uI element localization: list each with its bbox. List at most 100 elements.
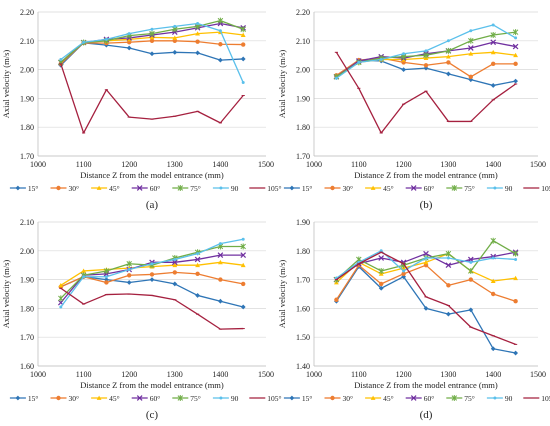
- data-point: [402, 52, 406, 56]
- y-tick-label: 2.10: [20, 218, 34, 227]
- x-axis-title: Distance Z from the model entrance (mm): [80, 170, 224, 180]
- legend-item: 15°: [283, 394, 312, 403]
- data-point: [490, 39, 497, 46]
- series-6: [59, 22, 245, 85]
- legend-marker: [410, 395, 417, 401]
- y-axis-title: Axial velocity (m/s): [277, 260, 287, 329]
- data-point: [58, 295, 64, 302]
- data-point: [149, 34, 155, 40]
- data-point: [446, 311, 451, 317]
- legend-item: 90: [486, 184, 513, 193]
- y-tick-label: 2.10: [20, 37, 34, 46]
- data-point: [491, 291, 496, 297]
- data-point: [195, 271, 200, 277]
- x-tick-label: 1100: [76, 370, 92, 379]
- legend-marker: [219, 396, 223, 400]
- data-point: [378, 267, 384, 274]
- series-7: [59, 287, 245, 330]
- data-point: [446, 54, 451, 59]
- legend-label: 105°: [267, 394, 281, 403]
- legend-label: 60°: [424, 184, 435, 193]
- data-point: [82, 40, 86, 44]
- data-point: [173, 24, 177, 28]
- legend-item: 30°: [50, 184, 79, 193]
- data-point: [490, 278, 496, 283]
- legend-label: 60°: [150, 184, 161, 193]
- data-point: [379, 58, 383, 62]
- legend-item: 90: [486, 394, 513, 403]
- y-tick-label: 1.50: [296, 333, 310, 342]
- legend-item: 45°: [365, 184, 394, 193]
- x-tick-label: 1000: [30, 160, 46, 169]
- data-point: [104, 37, 108, 41]
- series-7: [59, 63, 245, 134]
- x-tick-label: 1200: [396, 370, 412, 379]
- legend-label: 15°: [302, 184, 313, 193]
- data-point: [241, 81, 245, 85]
- legend-label: 30°: [69, 394, 80, 403]
- legend-marker: [56, 395, 61, 401]
- y-tick-label: 1.90: [20, 276, 34, 285]
- legend-label: 30°: [343, 394, 354, 403]
- x-tick-label: 1100: [76, 160, 92, 169]
- data-point: [491, 256, 495, 260]
- data-point: [514, 257, 518, 261]
- data-point: [240, 252, 247, 258]
- data-point: [468, 277, 473, 282]
- data-point: [423, 306, 429, 311]
- data-point: [194, 256, 201, 263]
- data-point: [446, 71, 451, 77]
- legend-marker: [289, 185, 295, 191]
- data-point: [513, 78, 518, 84]
- data-point: [149, 272, 155, 277]
- y-tick-label: 1.90: [296, 218, 310, 227]
- data-point: [241, 237, 245, 241]
- data-point: [468, 267, 474, 274]
- data-point: [445, 262, 452, 269]
- y-tick-label: 1.70: [20, 333, 34, 342]
- data-point: [401, 67, 406, 72]
- data-point: [195, 262, 200, 268]
- series-5: [333, 29, 519, 80]
- y-tick-label: 1.70: [296, 276, 310, 285]
- data-point: [513, 275, 518, 281]
- data-point: [423, 65, 429, 71]
- data-point: [172, 281, 178, 287]
- legend-label: 105°: [267, 184, 281, 193]
- legend-label: 90: [505, 394, 513, 403]
- data-point: [173, 257, 177, 261]
- x-tick-label: 1200: [121, 160, 137, 169]
- y-tick-label: 1.80: [296, 247, 310, 256]
- legend-item: 60°: [131, 184, 161, 193]
- data-point: [127, 32, 131, 36]
- data-point: [59, 305, 63, 309]
- legend-marker: [410, 185, 417, 191]
- y-tick-label: 1.90: [296, 94, 310, 103]
- legend-marker: [451, 395, 458, 401]
- legend-label: 60°: [150, 394, 161, 403]
- y-tick-label: 1.40: [296, 362, 310, 371]
- data-point: [378, 285, 384, 291]
- x-tick-label: 1200: [121, 370, 137, 379]
- y-tick-label: 1.80: [20, 304, 34, 313]
- data-point: [490, 49, 496, 55]
- legend-marker: [15, 395, 21, 401]
- x-tick-label: 1400: [212, 370, 228, 379]
- legend-label: 60°: [424, 394, 435, 403]
- legend-item: 45°: [365, 394, 394, 403]
- data-point: [217, 17, 224, 24]
- y-tick-label: 2.00: [20, 247, 34, 256]
- data-point: [171, 259, 178, 266]
- data-point: [468, 51, 474, 56]
- series-6: [59, 237, 245, 309]
- legend-label: 15°: [28, 394, 39, 403]
- legend-item: 75°: [446, 184, 475, 193]
- data-point: [490, 32, 496, 39]
- legend-item: 15°: [9, 184, 38, 193]
- series-1: [334, 264, 518, 356]
- data-point: [379, 249, 383, 253]
- legend-marker: [136, 395, 143, 401]
- legend-item: 45°: [91, 184, 120, 193]
- legend-label: 105°: [541, 184, 550, 193]
- legend-marker: [289, 395, 295, 401]
